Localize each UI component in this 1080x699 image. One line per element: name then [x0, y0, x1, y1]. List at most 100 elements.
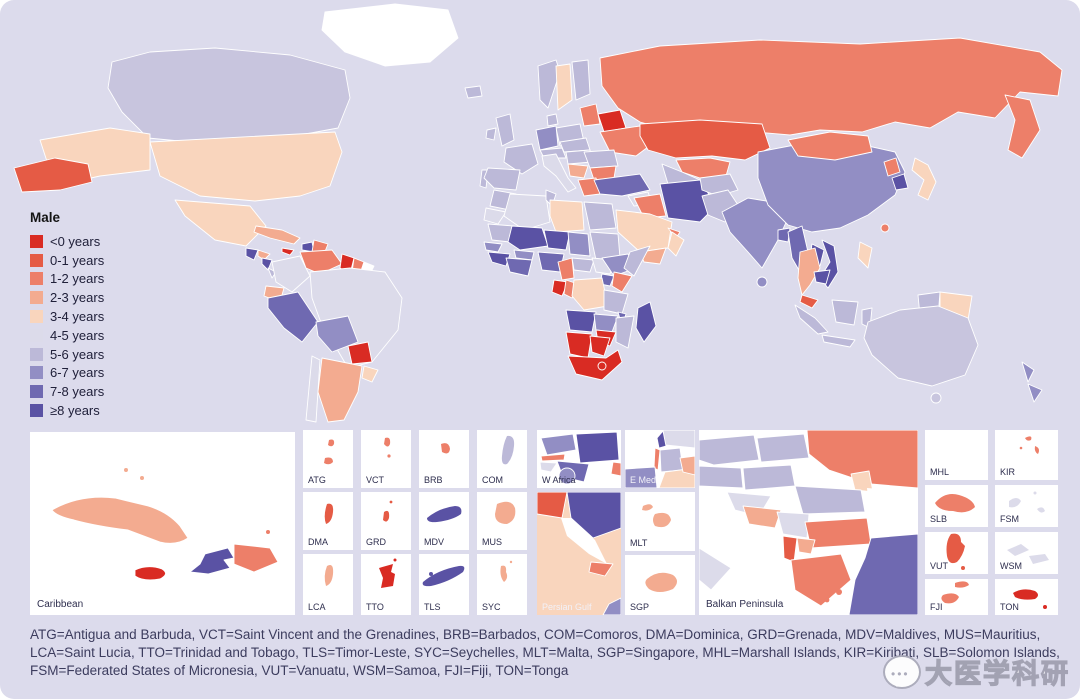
inset-cell-atg: ATG [303, 430, 353, 488]
country-western-sahara [483, 207, 507, 225]
country-west-balkans [567, 163, 589, 179]
country-sumatra [794, 304, 829, 335]
legend-item: ≥8 years [30, 401, 104, 420]
figure-caption: ATG=Antigua and Barbuda, VCT=Saint Vince… [30, 626, 1060, 680]
caption-line-2: LCA=Saint Lucia, TTO=Trinidad and Tobago… [30, 645, 1060, 660]
country-oman [667, 231, 685, 257]
legend-title: Male [30, 210, 61, 225]
country-jamaica [281, 247, 295, 256]
inset-cell-dma: DMA [303, 492, 353, 550]
country-south-africa [567, 349, 623, 381]
country-philippines [857, 241, 873, 269]
country-niger [543, 229, 571, 251]
caption-line-3: FSM=Federated States of Micronesia, VUT=… [30, 663, 569, 678]
legend-swatch [30, 385, 43, 399]
country-ghana-ivory [505, 257, 533, 277]
inset-balkan: Balkan Peninsula [699, 430, 918, 615]
country-spain [483, 167, 521, 191]
country-norway [537, 59, 561, 109]
legend-item: 5-6 years [30, 345, 104, 364]
inset-cell-fji: FJI [925, 579, 988, 615]
inset-label-caribbean: Caribbean [37, 599, 84, 610]
country-south-korea [891, 173, 909, 191]
country-chad [567, 231, 591, 257]
country-tanzania [603, 289, 629, 315]
legend-swatch [30, 404, 43, 418]
country-egypt [583, 201, 617, 231]
country-colombia [271, 255, 311, 293]
legend-item: 0-1 years [30, 251, 104, 270]
country-cameroon [557, 257, 575, 281]
inset-cell-tls: TLS [419, 554, 469, 615]
country-peru [267, 291, 319, 343]
country-denmark [546, 113, 559, 127]
country-gabon [551, 279, 569, 297]
country-mali [507, 225, 549, 251]
country-sri-lanka [756, 276, 768, 288]
inset-persian-gulf: Persian Gulf [537, 492, 621, 615]
legend-item: 7-8 years [30, 382, 104, 401]
country-turkey [593, 173, 651, 197]
country-cambodia [813, 269, 831, 285]
inset-cell-syc: SYC [477, 554, 527, 615]
inset-cell-mus: MUS [477, 492, 527, 550]
country-kenya [611, 271, 633, 293]
caribbean-map [51, 468, 279, 581]
legend-item: 6-7 years [30, 364, 104, 383]
country-usa [149, 131, 343, 202]
country-borneo [831, 299, 859, 326]
inset-cell-com: COM [477, 430, 527, 488]
inset-haiti [189, 547, 235, 575]
country-greenland [321, 3, 459, 67]
inset-cell-brb: BRB [419, 430, 469, 488]
country-zambia [593, 313, 619, 333]
country-baltics [579, 103, 601, 127]
country-mongolia [787, 131, 873, 161]
country-canada [107, 47, 351, 143]
legend-swatch [30, 347, 43, 361]
country-italy [541, 153, 577, 193]
country-uruguay [361, 365, 379, 383]
country-germany [535, 125, 559, 151]
country-venezuela [299, 249, 343, 275]
inset-cell-tto: TTO [361, 554, 411, 615]
legend-swatch [30, 328, 43, 342]
country-finland [571, 59, 591, 101]
country-namibia [565, 331, 593, 359]
inset-label-sgp: SGP [630, 602, 650, 612]
inset-cell-fsm: FSM [995, 485, 1058, 527]
country-australia [863, 305, 979, 387]
inset-label-e-med: E Med [630, 475, 657, 485]
country-ireland [485, 127, 497, 141]
country-thailand [797, 247, 821, 296]
country-angola [565, 309, 597, 333]
legend-item: 4-5 years [30, 326, 104, 345]
caption-line-1: ATG=Antigua and Barbuda, VCT=Saint Vince… [30, 627, 1041, 642]
legend-item: 2-3 years [30, 288, 104, 307]
inset-cell-vct: VCT [361, 430, 411, 488]
inset-cell-mdv: MDV [419, 492, 469, 550]
country-uk [495, 113, 515, 147]
country-senegal [483, 241, 503, 253]
country-taiwan [880, 223, 890, 233]
country-madagascar [635, 301, 657, 343]
country-bolivia [315, 315, 359, 353]
legend-swatch [30, 366, 43, 380]
country-somalia [623, 245, 651, 277]
country-new-zealand-north [1021, 361, 1035, 383]
country-iceland [464, 85, 483, 99]
country-lesotho [597, 361, 607, 371]
country-costa-rica [267, 267, 277, 279]
legend-swatch [30, 310, 43, 324]
legend-swatch [30, 253, 43, 267]
country-sweden [555, 63, 573, 111]
legend: Male <0 years 0-1 years 1-2 years 2-3 ye… [30, 210, 104, 420]
legend-item: 3-4 years [30, 307, 104, 326]
country-chile [305, 355, 321, 423]
country-tasmania [930, 392, 942, 404]
legend-item: 1-2 years [30, 270, 104, 289]
country-drc [571, 277, 609, 311]
country-kamchatka [1004, 94, 1041, 159]
inset-label-balkan: Balkan Peninsula [706, 599, 784, 610]
